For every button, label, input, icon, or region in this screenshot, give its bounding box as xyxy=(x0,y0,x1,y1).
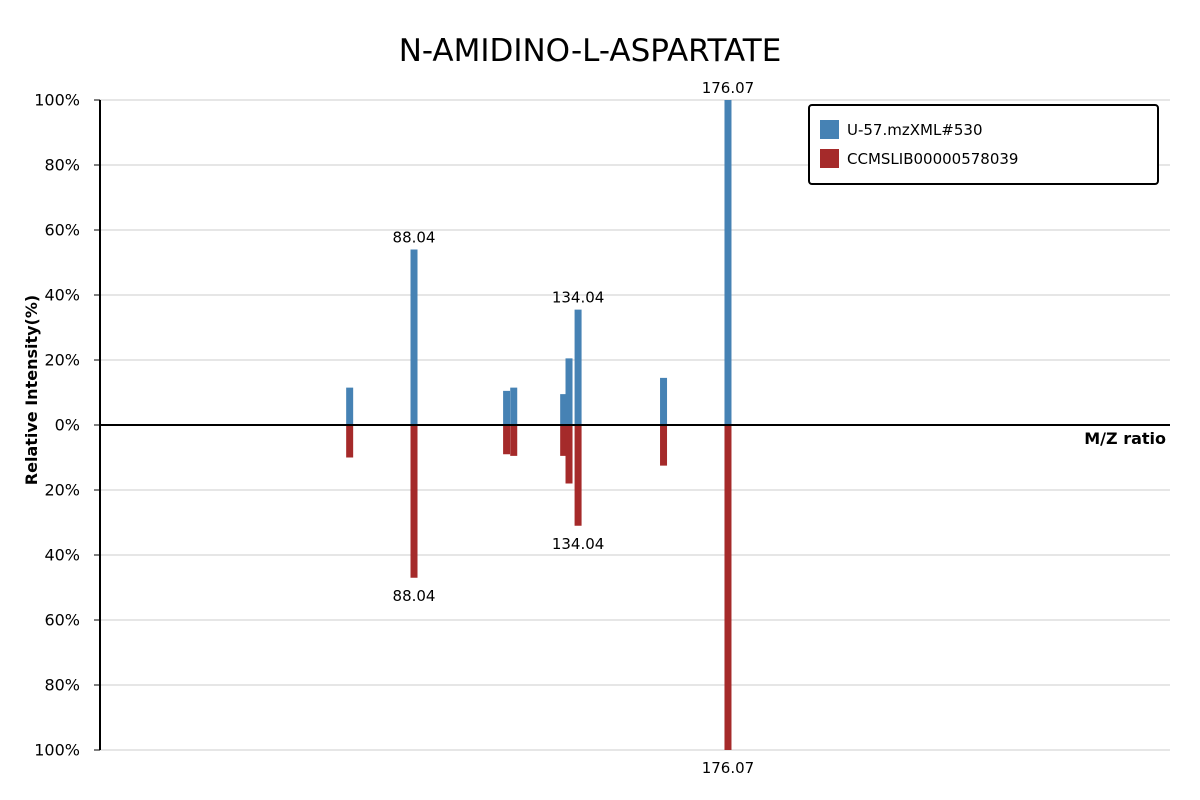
y-tick-label: 40% xyxy=(44,546,80,565)
y-tick-label: 20% xyxy=(44,481,80,500)
y-tick-label: 60% xyxy=(44,221,80,240)
peak-bar-library xyxy=(574,425,582,526)
peak-bar-query xyxy=(510,387,518,425)
peak-bar-query xyxy=(410,249,418,425)
peak-bar-query xyxy=(565,358,573,425)
peak-bar-query xyxy=(346,387,354,425)
legend-box xyxy=(808,104,1159,185)
peak-label-library: 134.04 xyxy=(552,535,605,553)
peak-bar-library xyxy=(565,425,573,484)
peaks xyxy=(346,100,732,750)
peak-label-library: 176.07 xyxy=(702,759,755,777)
peak-bar-query xyxy=(503,390,511,425)
peak-bar-query xyxy=(724,100,732,425)
axes xyxy=(99,100,1170,750)
y-tick-label: 100% xyxy=(34,741,80,760)
peak-bar-library xyxy=(346,425,354,458)
peak-bar-library xyxy=(724,425,732,750)
legend-swatch-query xyxy=(820,120,839,139)
y-tick-label: 80% xyxy=(44,676,80,695)
peak-bar-library xyxy=(560,425,568,456)
chart-title: N-AMIDINO-L-ASPARTATE xyxy=(399,33,782,69)
peak-label-query: 176.07 xyxy=(702,79,755,97)
legend-swatch-library xyxy=(820,149,839,168)
peak-bar-library xyxy=(503,425,511,455)
peak-labels: 88.04 134.04 176.07 88.04 134.04 176.07 xyxy=(393,79,755,777)
y-tick-label: 80% xyxy=(44,156,80,175)
peak-bar-library xyxy=(510,425,518,456)
y-tick-label: 40% xyxy=(44,286,80,305)
peak-label-query: 134.04 xyxy=(552,289,605,307)
peak-bar-query xyxy=(560,394,568,425)
legend: U-57.mzXML#530 CCMSLIB00000578039 xyxy=(808,104,1159,185)
peak-bar-library xyxy=(410,425,418,578)
legend-label-query: U-57.mzXML#530 xyxy=(847,121,983,139)
peak-bar-library xyxy=(660,425,668,466)
y-tick-label: 20% xyxy=(44,351,80,370)
y-axis-ticks: 100% 80% 60% 40% 20% 0% 20% 40% 60% 80% 100% xyxy=(34,91,100,760)
gridlines xyxy=(100,99,1170,751)
y-tick-label: 100% xyxy=(34,91,80,110)
peak-bar-query xyxy=(574,309,582,425)
legend-label-library: CCMSLIB00000578039 xyxy=(847,150,1018,168)
peak-label-library: 88.04 xyxy=(393,587,436,605)
y-axis-title: Relative Intensity(%) xyxy=(22,295,41,485)
y-tick-label: 60% xyxy=(44,611,80,630)
y-tick-label: 0% xyxy=(55,416,80,435)
x-axis-title: M/Z ratio xyxy=(1084,429,1166,448)
peak-bar-query xyxy=(660,377,668,425)
peak-label-query: 88.04 xyxy=(393,229,436,247)
